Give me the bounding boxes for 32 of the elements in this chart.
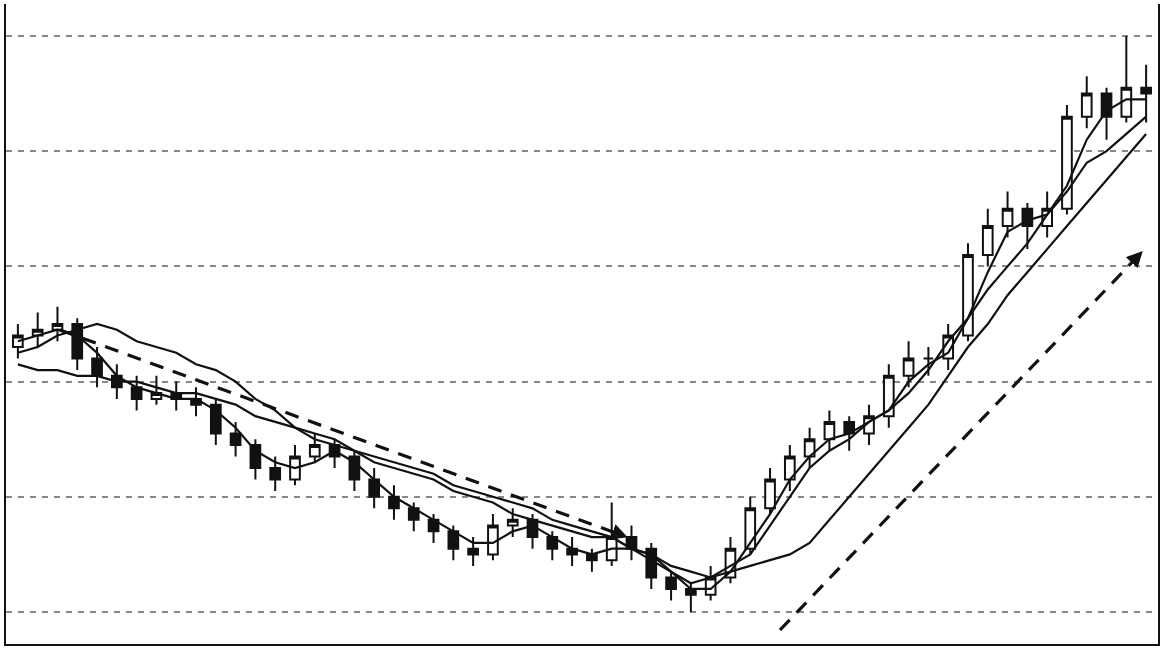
candlestick: [71, 317, 84, 372]
candlestick: [1001, 190, 1014, 239]
candlestick: [447, 524, 460, 562]
candlestick: [269, 455, 282, 493]
candlestick: [803, 426, 816, 469]
candlestick: [981, 207, 994, 268]
candlestick: [546, 530, 559, 562]
candlestick: [368, 467, 381, 510]
candlestick: [744, 495, 757, 556]
candlestick: [922, 346, 935, 377]
candlestick: [843, 415, 856, 452]
candlestick: [882, 363, 895, 429]
candlestick: [388, 484, 400, 521]
candlestick: [308, 432, 321, 464]
candlestick: [823, 409, 836, 452]
candlestick: [902, 340, 915, 389]
candlestick: [506, 507, 519, 539]
candlestick: [91, 346, 103, 389]
candlestick: [289, 443, 301, 487]
candlestick: [51, 305, 64, 343]
candlestick: [229, 420, 242, 458]
candlestick: [487, 513, 499, 562]
candlestick: [586, 547, 598, 573]
candlestick: [783, 443, 796, 493]
candlestick: [764, 467, 776, 516]
candlestick: [962, 242, 974, 343]
candlestick: [209, 397, 222, 446]
candlestick: [566, 536, 578, 567]
candlestick: [1080, 75, 1093, 130]
candlestick: [130, 374, 143, 412]
candlestick: [467, 536, 479, 567]
candlestick: [407, 501, 420, 533]
